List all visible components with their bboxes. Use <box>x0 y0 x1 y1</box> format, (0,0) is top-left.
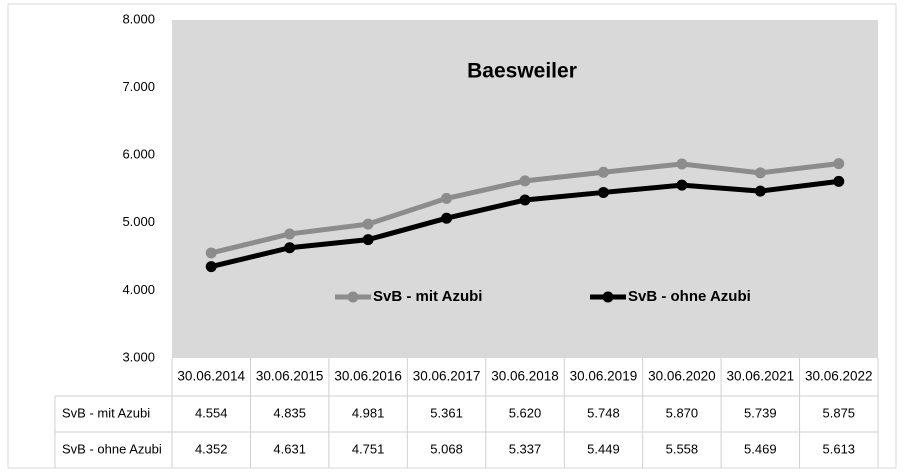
series-marker <box>754 167 766 179</box>
table-cell: 4.631 <box>273 441 306 456</box>
table-cell: 4.554 <box>195 405 228 420</box>
table-cell: 4.835 <box>273 405 306 420</box>
table-cell: 5.620 <box>509 405 542 420</box>
table-cell: 5.558 <box>666 441 699 456</box>
x-tick-label: 30.06.2014 <box>177 369 245 384</box>
series-marker <box>284 228 296 240</box>
x-tick-label: 30.06.2017 <box>413 369 481 384</box>
series-marker <box>284 242 296 254</box>
table-cell: 5.739 <box>744 405 777 420</box>
table-cell: 5.748 <box>587 405 620 420</box>
y-tick-label: 6.000 <box>122 147 155 162</box>
legend-label: SvB - mit Azubi <box>373 288 482 305</box>
table-cell: 5.068 <box>430 441 463 456</box>
table-cell: 4.352 <box>195 441 228 456</box>
series-marker <box>362 218 374 230</box>
table-cell: 5.613 <box>823 441 856 456</box>
series-marker <box>362 234 374 246</box>
chart-title: Baesweiler <box>467 60 577 83</box>
y-tick-label: 8.000 <box>122 11 155 26</box>
series-marker <box>205 261 217 273</box>
x-tick-label: 30.06.2020 <box>648 369 716 384</box>
table-cell: 5.361 <box>430 405 463 420</box>
series-marker <box>441 192 453 204</box>
x-tick-label: 30.06.2016 <box>334 369 402 384</box>
series-marker <box>676 158 688 170</box>
legend-label: SvB - ohne Azubi <box>628 288 751 305</box>
x-tick-label: 30.06.2018 <box>491 369 559 384</box>
table-cell: 5.449 <box>587 441 620 456</box>
table-cell: 4.751 <box>352 441 385 456</box>
legend-swatch <box>602 291 614 303</box>
series-marker <box>676 179 688 191</box>
table-cell: 5.337 <box>509 441 542 456</box>
table-row-header: SvB - ohne Azubi <box>62 441 162 456</box>
table-cell: 5.469 <box>744 441 777 456</box>
x-tick-label: 30.06.2019 <box>570 369 638 384</box>
y-tick-label: 3.000 <box>122 349 155 364</box>
table-cell: 5.870 <box>666 405 699 420</box>
x-tick-label: 30.06.2015 <box>256 369 324 384</box>
series-marker <box>597 186 609 198</box>
series-marker <box>833 158 845 170</box>
table-cell: 4.981 <box>352 405 385 420</box>
series-marker <box>754 185 766 197</box>
table-row-header: SvB - mit Azubi <box>62 405 150 420</box>
series-marker <box>205 247 217 259</box>
legend-swatch <box>347 291 359 303</box>
series-marker <box>519 175 531 187</box>
x-tick-label: 30.06.2022 <box>805 369 873 384</box>
series-marker <box>833 175 845 187</box>
y-tick-label: 7.000 <box>122 79 155 94</box>
series-marker <box>441 212 453 224</box>
y-tick-label: 5.000 <box>122 214 155 229</box>
table-cell: 5.875 <box>823 405 856 420</box>
series-marker <box>597 166 609 178</box>
y-tick-label: 4.000 <box>122 282 155 297</box>
series-marker <box>519 194 531 206</box>
x-tick-label: 30.06.2021 <box>727 369 795 384</box>
